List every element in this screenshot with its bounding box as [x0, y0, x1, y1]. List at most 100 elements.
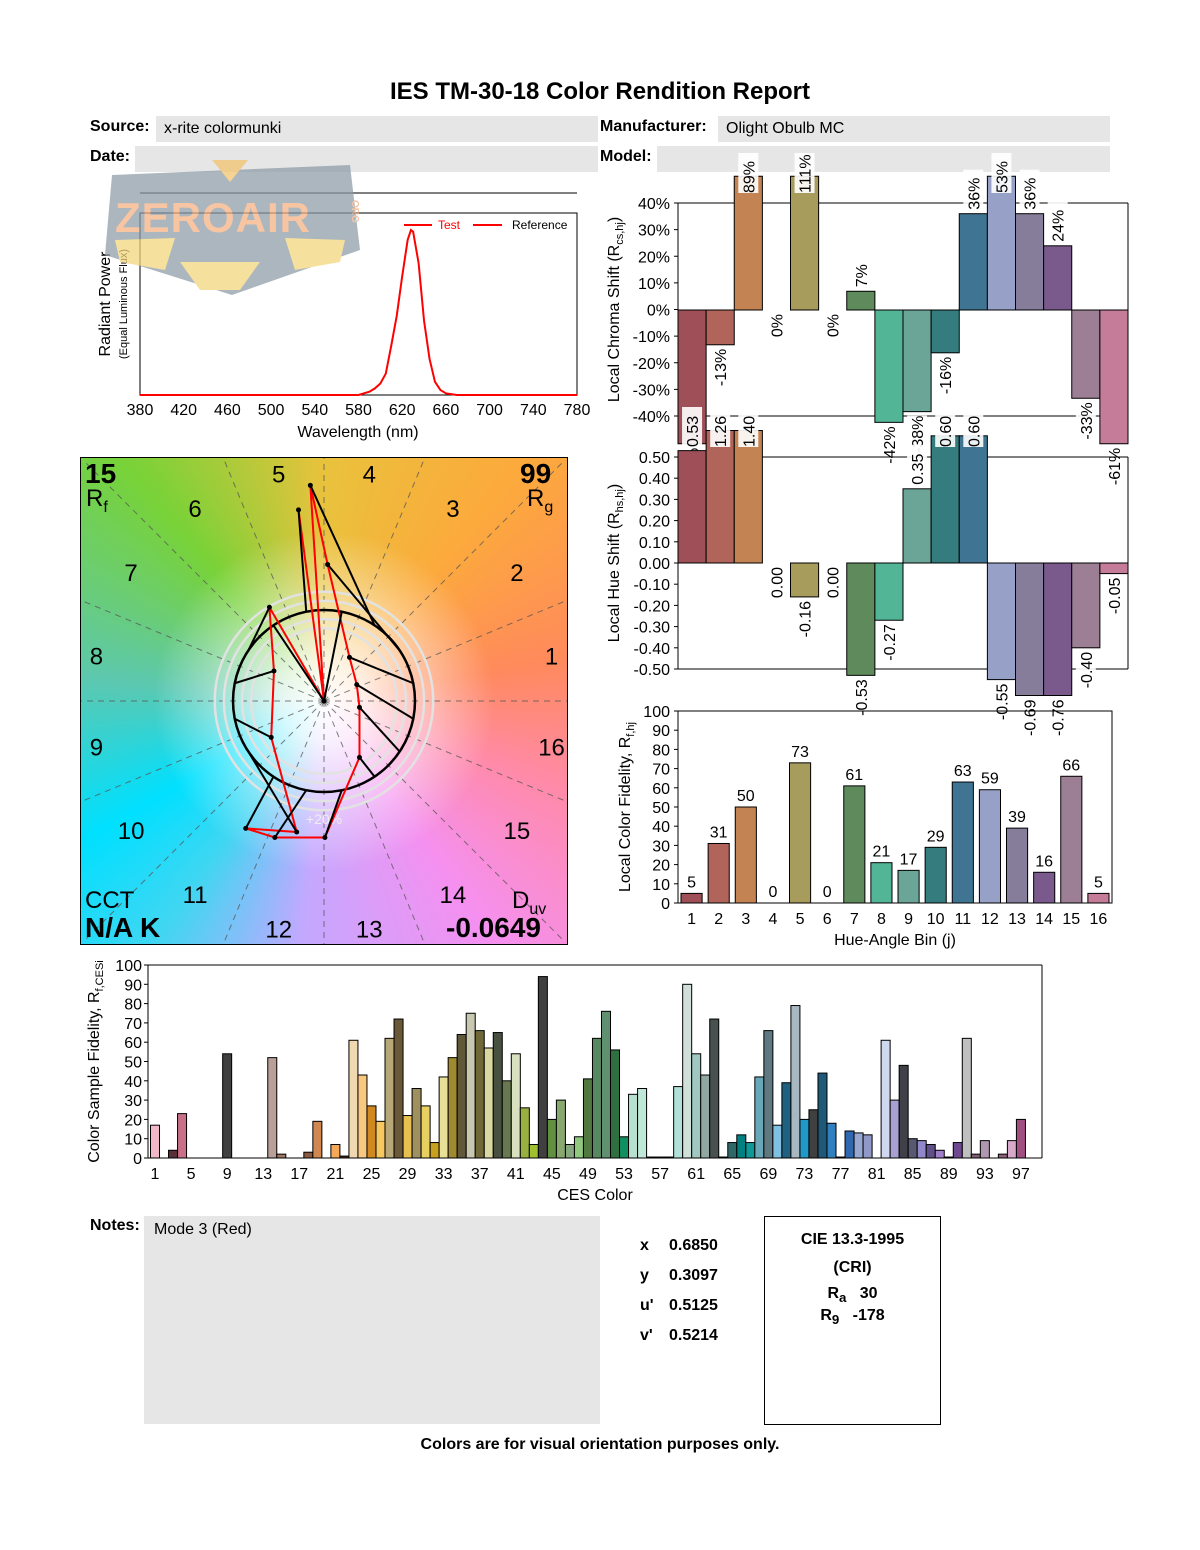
bar-value-label: -13%: [713, 349, 730, 386]
ces-bar-42: [519, 1107, 530, 1159]
y-axis-label: Color Sample Fidelity, Rf,CESi: [86, 960, 106, 1163]
cri-title: CIE 13.3-1995: [800, 1231, 905, 1248]
bar-bin-13: [1015, 213, 1045, 311]
x-axis-label: CES Color: [557, 1187, 633, 1204]
y-tick-label: 0.00: [639, 556, 670, 573]
x-tick-label: 12: [981, 911, 999, 928]
bar-value-label: 0%: [769, 314, 786, 337]
y-tick-label: -20%: [633, 356, 670, 373]
ces-bar-67: [745, 1142, 756, 1159]
x-tick-label: 29: [399, 1166, 417, 1183]
ces-bar-82: [880, 1039, 891, 1159]
x-tick-label: 460: [214, 402, 241, 419]
bar-value-label: -38%: [910, 416, 927, 453]
ces-bar-36: [465, 1012, 476, 1159]
ces-bar-60: [682, 983, 693, 1159]
bar-label-bg: [991, 683, 1012, 724]
r9-row: R9 -178: [765, 1307, 940, 1327]
y-tick-label: 80: [124, 997, 142, 1014]
bin-boundary-line: [323, 700, 565, 942]
ces-bar-84: [898, 1064, 909, 1159]
bin-number-label: 3: [446, 496, 459, 523]
x-tick-label: 2: [714, 911, 723, 928]
bar-value-label: 53%: [994, 161, 1011, 193]
bar-bin-11: [958, 213, 988, 311]
y-axis-label: Local Chroma Shift (Rcs,hj): [606, 217, 626, 402]
bar-label-bg: [935, 407, 956, 447]
bar-bin-12: [986, 562, 1016, 681]
y-tick-label: -10%: [633, 329, 670, 346]
bar-label-bg: [1075, 651, 1096, 692]
y-axis-sublabel: (Equal Luminous Flux): [118, 249, 130, 359]
bar-bin-8: [874, 309, 904, 423]
y-tick-label: -0.20: [634, 598, 671, 615]
ces-bar-56: [646, 1156, 657, 1159]
bin-boundary-line: [323, 599, 567, 702]
ces-bar-21: [330, 1143, 341, 1159]
bar-label-bg: [794, 600, 815, 641]
ces-bar-89: [943, 1156, 954, 1159]
spectrum-chart: 380 420 460 500 540 580 620 660 700 740 780 Wavelen…: [97, 192, 590, 441]
bar-value-label: 29: [927, 828, 945, 845]
x-tick-label: 13: [254, 1166, 272, 1183]
x-axis-label: Wavelength (nm): [297, 424, 418, 441]
bar-bin-1: [680, 892, 703, 904]
bar-bin-11: [951, 781, 974, 904]
ces-bar-22: [339, 1155, 350, 1159]
ces-bar-80: [862, 1134, 873, 1159]
bar-value-label: 0.00: [769, 567, 786, 598]
bar-bin-11: [958, 435, 988, 564]
y-tick-label: 0.40: [639, 471, 670, 488]
x-tick-label: 580: [345, 402, 372, 419]
ces-bar-68: [754, 1076, 765, 1159]
ces-bar-32: [429, 1142, 440, 1159]
bin-number-label: 8: [90, 644, 103, 671]
chroma-shift-arrow-bin-16: [356, 683, 414, 720]
cri-subtitle: (CRI): [833, 1259, 872, 1276]
ces-bar-55: [637, 1088, 648, 1159]
bin-boundary-line: [222, 700, 325, 944]
bin-number-label: 15: [504, 818, 531, 845]
ces-bar-34: [447, 1057, 458, 1159]
rf-label-r: R: [86, 485, 104, 512]
chroma-shift-arrow-bin-14: [358, 756, 376, 778]
bar-label-bg: [1075, 402, 1096, 443]
bar-label-bg: [1047, 699, 1068, 740]
source-label: Source:: [90, 118, 150, 135]
bar-bin-5: [789, 762, 812, 904]
ces-bar-25: [366, 1105, 377, 1159]
ces-bar-40: [501, 1080, 512, 1159]
rg-value: 99: [520, 458, 552, 489]
ces-bar-44: [537, 976, 548, 1159]
bar-value-label: 0: [768, 884, 777, 901]
y-tick-label: 0.50: [639, 450, 670, 467]
y-tick-label: 20: [124, 1112, 142, 1129]
chroma-shift-arrow-bin-10: [247, 751, 298, 833]
x-tick-label: 25: [363, 1166, 381, 1183]
ces-bar-72: [790, 1005, 801, 1159]
bar-label-bg: [1047, 201, 1068, 242]
ces-bar-92: [970, 1153, 981, 1159]
bar-label-bg: [1019, 169, 1040, 210]
bin-number-label: 10: [118, 818, 145, 845]
manufacturer-label: Manufacturer:: [600, 118, 707, 135]
bar-value-label: 31: [710, 824, 728, 841]
x-tick-label: 53: [615, 1166, 633, 1183]
bar-value-label: 0.60: [938, 416, 955, 447]
bar-label-bg: [935, 356, 956, 397]
x-value: 0.6850: [669, 1237, 718, 1254]
bar-bin-2: [705, 430, 735, 564]
bar-bin-1: [677, 450, 707, 564]
r9-label: R: [820, 1307, 832, 1325]
bar-bin-7: [846, 290, 876, 311]
ces-bar-69: [763, 1030, 774, 1159]
y-tick-label: 40: [124, 1074, 142, 1091]
ces-bar-88: [934, 1149, 945, 1159]
date-label: Date:: [90, 148, 131, 165]
y-tick-label: 20%: [638, 249, 670, 266]
y-tick-label: 40: [652, 819, 670, 836]
u-prime-value: 0.5125: [669, 1297, 718, 1314]
bar-bin-7: [843, 785, 866, 904]
ces-bar-57: [655, 1156, 666, 1159]
